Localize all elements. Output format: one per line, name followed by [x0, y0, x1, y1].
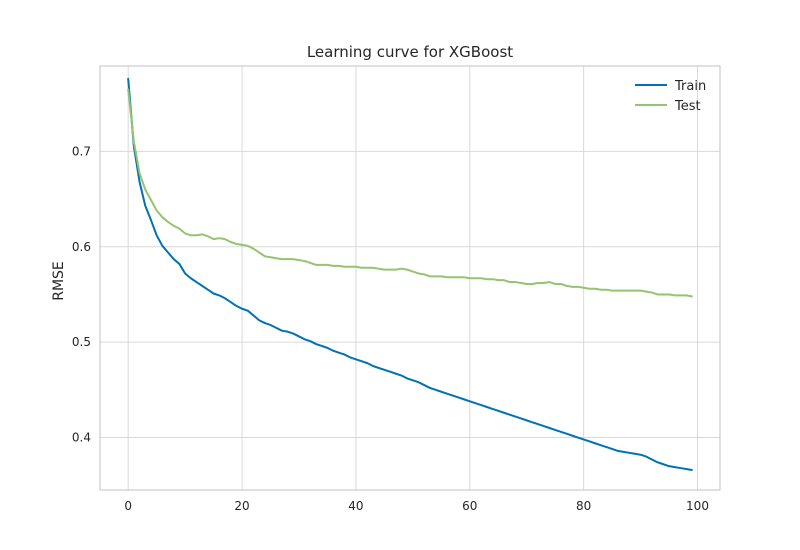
legend-test-label: Test — [674, 99, 701, 114]
y-tick-label: 0.5 — [72, 335, 91, 349]
test-series-line — [127, 88, 693, 298]
y-axis-label: RMSE — [51, 261, 67, 301]
y-tick-label: 0.6 — [72, 240, 91, 254]
grid-layer — [100, 66, 720, 490]
x-tick-label: 40 — [348, 499, 363, 513]
x-tick-label: 80 — [576, 499, 591, 513]
chart-title: Learning curve for XGBoost — [307, 43, 513, 61]
x-tick-label: 60 — [462, 499, 477, 513]
plot-frame — [99, 65, 721, 491]
tick-label-layer: 0 20 40 60 80 100 0.4 0.5 0.6 0.7 — [72, 144, 709, 513]
legend-train-label: Train — [674, 79, 706, 94]
x-tick-label: 20 — [234, 499, 249, 513]
train-series-line — [127, 77, 693, 471]
y-tick-label: 0.4 — [72, 431, 91, 445]
y-tick-label: 0.7 — [72, 144, 91, 158]
x-tick-label: 0 — [124, 499, 132, 513]
plot-area — [100, 66, 720, 490]
legend: Train Test — [635, 79, 706, 114]
series-layer — [127, 77, 693, 471]
x-tick-label: 100 — [686, 499, 709, 513]
